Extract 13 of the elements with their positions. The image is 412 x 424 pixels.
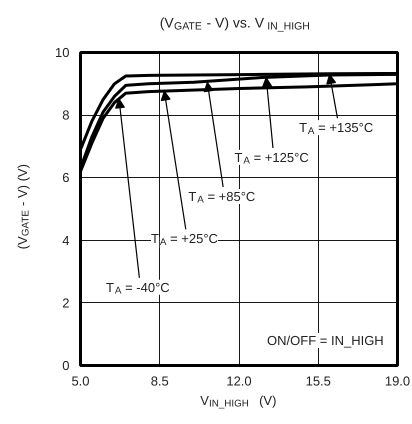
annotation: ON/OFF = IN_HIGH xyxy=(267,332,384,348)
y-tick-label: 6 xyxy=(62,170,70,186)
y-axis-title: (VGATE - V) (V) xyxy=(15,164,32,250)
x-tick-label: 8.5 xyxy=(150,374,169,388)
x-tick-label: 15.5 xyxy=(306,374,331,388)
y-tick-label: 4 xyxy=(62,232,70,248)
y-tick-label: 8 xyxy=(62,108,70,123)
x-tick-label: 12.0 xyxy=(226,374,252,388)
y-tick-label: 2 xyxy=(62,295,70,310)
x-tick-label: 19.0 xyxy=(384,374,410,388)
y-tick-label: 0 xyxy=(62,358,70,373)
y-tick-label: 10 xyxy=(55,45,70,60)
x-tick-label: 5.0 xyxy=(71,374,90,388)
